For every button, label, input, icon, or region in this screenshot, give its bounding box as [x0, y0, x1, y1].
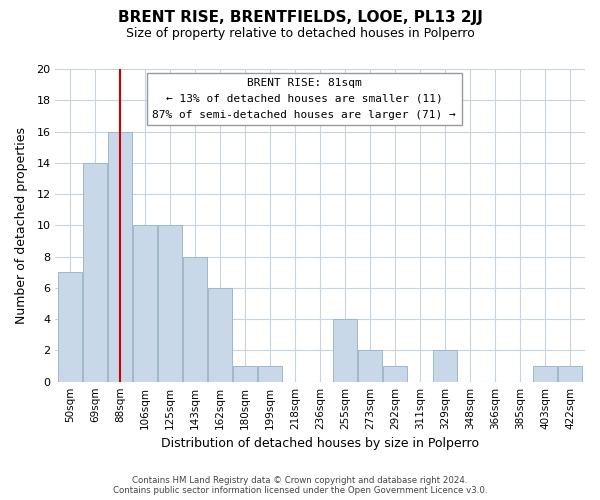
Text: BRENT RISE: 81sqm
← 13% of detached houses are smaller (11)
87% of semi-detached: BRENT RISE: 81sqm ← 13% of detached hous… [152, 78, 456, 120]
Text: BRENT RISE, BRENTFIELDS, LOOE, PL13 2JJ: BRENT RISE, BRENTFIELDS, LOOE, PL13 2JJ [118, 10, 482, 25]
Bar [558, 366, 582, 382]
Y-axis label: Number of detached properties: Number of detached properties [15, 127, 28, 324]
Bar [158, 226, 182, 382]
X-axis label: Distribution of detached houses by size in Polperro: Distribution of detached houses by size … [161, 437, 479, 450]
Bar [383, 366, 407, 382]
Bar [358, 350, 382, 382]
Bar [259, 366, 282, 382]
Bar [333, 319, 357, 382]
Bar [133, 226, 157, 382]
Bar [83, 163, 107, 382]
Bar [533, 366, 557, 382]
Bar [58, 272, 82, 382]
Bar [109, 132, 132, 382]
Bar [184, 256, 207, 382]
Text: Contains HM Land Registry data © Crown copyright and database right 2024.
Contai: Contains HM Land Registry data © Crown c… [113, 476, 487, 495]
Bar [233, 366, 257, 382]
Bar [433, 350, 457, 382]
Bar [208, 288, 232, 382]
Text: Size of property relative to detached houses in Polperro: Size of property relative to detached ho… [125, 28, 475, 40]
